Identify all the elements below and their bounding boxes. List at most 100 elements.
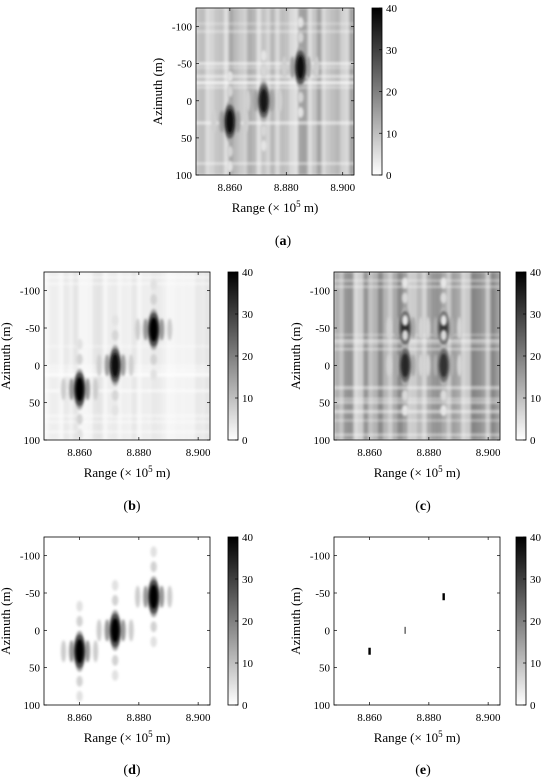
- clutter-column: [122, 272, 128, 440]
- clutter-band: [44, 373, 210, 376]
- axes-frame: [195, 7, 355, 176]
- clutter-column: [451, 272, 457, 440]
- x-tick-label: 8.880: [416, 712, 441, 724]
- clutter-column: [131, 272, 138, 440]
- clutter-column: [196, 8, 202, 175]
- colorbar-tick-label: 40: [386, 3, 398, 15]
- clutter-column: [190, 272, 196, 440]
- x-tick-label: 8.880: [274, 182, 299, 194]
- panel-caption: (d): [123, 763, 140, 778]
- clutter-column: [373, 272, 379, 440]
- target-3: [442, 593, 445, 601]
- clutter-column: [205, 8, 211, 175]
- clutter-column: [275, 8, 281, 175]
- x-axis-label: Range (× 105 m): [374, 729, 461, 745]
- heatmap-area: [44, 537, 210, 705]
- y-tick-label: -50: [315, 588, 330, 600]
- colorbar-tick-label: 30: [242, 309, 254, 321]
- clutter-band: [334, 401, 500, 404]
- colorbar-tick-label: 0: [530, 435, 536, 447]
- clutter-column: [68, 272, 74, 440]
- clutter-band: [334, 286, 500, 288]
- y-tick-label: -100: [310, 551, 331, 563]
- clutter-column: [92, 272, 99, 440]
- heatmap-area: [334, 537, 500, 705]
- clutter-column: [141, 272, 148, 440]
- clutter-band: [334, 339, 500, 342]
- colorbar-tick-label: 30: [530, 574, 542, 586]
- axes-frame: [333, 536, 501, 706]
- colorbar: [516, 272, 526, 440]
- x-axis-label: Range (× 105 m): [84, 464, 171, 480]
- x-tick-label: 8.900: [186, 712, 211, 724]
- y-tick-label: 50: [29, 663, 41, 675]
- y-tick-label: 0: [35, 625, 41, 637]
- clutter-band: [44, 368, 210, 371]
- clutter-column: [307, 8, 313, 175]
- clutter-band: [44, 364, 210, 368]
- clutter-column: [219, 8, 225, 175]
- colorbar-tick-label: 0: [242, 700, 248, 712]
- clutter-column: [156, 272, 162, 440]
- target-2: [404, 626, 406, 634]
- clutter-column: [242, 8, 248, 175]
- clutter-column: [58, 272, 65, 440]
- clutter-column: [338, 272, 345, 440]
- colorbar-tick-label: 30: [242, 574, 254, 586]
- colorbar-tick-label: 40: [242, 267, 254, 279]
- clutter-column: [421, 272, 428, 440]
- x-axis-label: Range (× 105 m): [374, 464, 461, 480]
- colorbar-tick-label: 10: [242, 658, 254, 670]
- colorbar-tick-label: 40: [242, 532, 254, 544]
- clutter-column: [460, 272, 467, 440]
- colorbar-tick-label: 20: [530, 351, 542, 363]
- clutter-column: [495, 272, 500, 440]
- target-1: [60, 600, 99, 702]
- y-tick-label: 100: [314, 700, 331, 712]
- clutter-column: [326, 8, 332, 175]
- x-tick-label: 8.900: [476, 447, 501, 459]
- panel-caption: (e): [415, 763, 431, 778]
- clutter-band: [196, 23, 354, 25]
- y-axis-label: Azimuth (m): [288, 587, 303, 655]
- axes-frame: [43, 536, 211, 706]
- clutter-band: [44, 420, 210, 423]
- clutter-band: [334, 348, 500, 350]
- clutter-column: [302, 8, 309, 175]
- clutter-band: [334, 410, 500, 413]
- y-tick-label: -100: [172, 22, 193, 34]
- target-3: [135, 546, 173, 648]
- colorbar-tick-label: 10: [386, 128, 398, 140]
- clutter-band: [334, 433, 500, 437]
- y-tick-label: 50: [181, 133, 193, 145]
- target-2: [245, 50, 283, 152]
- clutter-column: [312, 8, 318, 175]
- colorbar: [516, 537, 526, 705]
- heatmap-background: [44, 537, 210, 705]
- colorbar: [228, 272, 238, 440]
- x-tick-label: 8.860: [67, 712, 92, 724]
- y-tick-label: 50: [319, 398, 331, 410]
- clutter-band: [334, 279, 500, 282]
- colorbar-tick-label: 20: [242, 616, 254, 628]
- clutter-column: [470, 272, 477, 440]
- clutter-column: [330, 8, 337, 175]
- clutter-band: [334, 342, 500, 345]
- clutter-column: [475, 272, 482, 440]
- clutter-band: [196, 86, 354, 89]
- y-tick-label: 0: [187, 96, 193, 108]
- panel-caption: (c): [415, 499, 431, 514]
- y-tick-label: 100: [24, 435, 41, 447]
- target-1: [211, 71, 249, 173]
- colorbar: [228, 537, 238, 705]
- clutter-column: [127, 272, 133, 440]
- clutter-column: [321, 8, 327, 175]
- clutter-streaks: [44, 272, 210, 440]
- clutter-column: [343, 272, 350, 440]
- heatmap-background: [334, 537, 500, 705]
- y-axis-label: Azimuth (m): [0, 322, 13, 390]
- clutter-column: [247, 8, 253, 175]
- clutter-band: [334, 386, 500, 390]
- clutter-column: [382, 272, 389, 440]
- target-3: [281, 16, 319, 118]
